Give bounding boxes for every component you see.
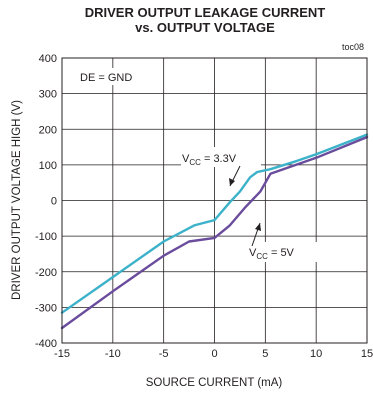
y-tick-label: -100 (35, 231, 57, 243)
y-tick-label: 200 (39, 124, 57, 136)
x-tick-label: 0 (211, 348, 217, 360)
y-tick-label: 400 (39, 53, 57, 65)
y-axis-title: DRIVER OUTPUT VOLTAGE HIGH (V) (11, 100, 23, 300)
series-label-vcc5: VCC = 5V (249, 247, 295, 261)
grid (62, 58, 367, 343)
x-axis-title: SOURCE CURRENT (mA) (146, 377, 283, 389)
chart-tag: toc08 (342, 42, 364, 52)
y-tick-label: -200 (35, 267, 57, 279)
x-tick-label: -10 (105, 348, 121, 360)
condition-label: DE = GND (80, 72, 132, 84)
x-tick-label: -5 (159, 348, 169, 360)
series-label-bg-2 (247, 242, 317, 262)
series-label-bg-1 (181, 147, 261, 167)
chart-title-line2: vs. OUTPUT VOLTAGE (135, 20, 275, 35)
y-tick-label: 0 (51, 196, 57, 208)
series-arrowhead-vcc33 (229, 178, 235, 186)
x-tick-label: 5 (262, 348, 268, 360)
series-layer (60, 133, 369, 330)
plot-frame (61, 57, 368, 344)
series-label-vcc33: VCC = 3.3V (182, 153, 237, 167)
series-line-vcc33 (60, 133, 369, 314)
x-tick-label: -15 (54, 348, 70, 360)
y-tick-label: 300 (39, 89, 57, 101)
tick-labels: -15 -10 -5 0 5 10 15 -400 -300 -200 -100 0 100 200 300… (35, 53, 373, 360)
series-line-vcc5 (60, 135, 369, 330)
y-tick-label: -400 (35, 338, 57, 350)
x-tick-label: 15 (361, 348, 373, 360)
series-arrowhead-vcc5 (255, 223, 261, 231)
chart-title-line1: DRIVER OUTPUT LEAKAGE CURRENT (85, 5, 326, 20)
condition-label-box (78, 68, 136, 85)
x-tick-label: 10 (310, 348, 322, 360)
y-tick-label: -300 (35, 302, 57, 314)
y-tick-label: 100 (39, 160, 57, 172)
